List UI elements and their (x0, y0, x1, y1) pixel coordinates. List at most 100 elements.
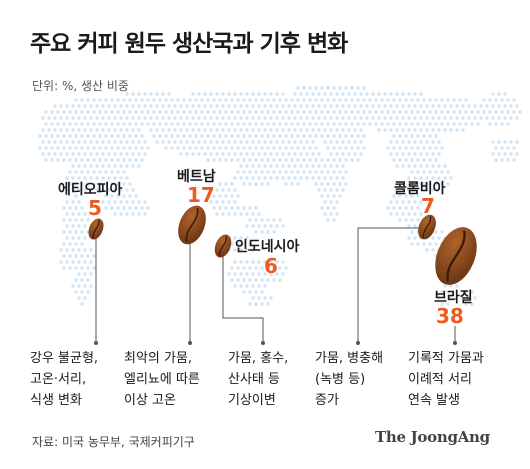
map-dot (158, 110, 162, 114)
map-dot (266, 278, 270, 282)
map-dot (410, 230, 414, 234)
map-dot (137, 116, 141, 120)
map-dot (398, 134, 402, 138)
map-dot (392, 134, 396, 138)
map-dot (248, 182, 252, 186)
map-dot (434, 230, 438, 234)
map-dot (407, 224, 411, 228)
map-dot (92, 170, 96, 174)
map-dot (89, 272, 93, 276)
map-dot (86, 110, 90, 114)
map-dot (395, 188, 399, 192)
map-dot (140, 110, 144, 114)
map-dot (146, 98, 150, 102)
map-dot (86, 146, 90, 150)
map-dot (137, 200, 141, 204)
map-dot (398, 206, 402, 210)
map-dot (269, 260, 273, 264)
map-dot (104, 182, 108, 186)
map-dot (269, 272, 273, 276)
map-dot (452, 110, 456, 114)
map-dot (215, 116, 219, 120)
map-dot (179, 152, 183, 156)
map-dot (65, 200, 69, 204)
map-dot (218, 158, 222, 162)
map-dot (167, 104, 171, 108)
map-dot (83, 236, 87, 240)
map-dot (374, 98, 378, 102)
map-dot (41, 152, 45, 156)
map-dot (443, 104, 447, 108)
map-dot (224, 206, 228, 210)
map-dot (329, 104, 333, 108)
map-dot (314, 134, 318, 138)
map-dot (326, 122, 330, 126)
map-dot (155, 140, 159, 144)
map-dot (119, 188, 123, 192)
map-dot (101, 152, 105, 156)
map-dot (437, 128, 441, 132)
map-dot (275, 164, 279, 168)
map-dot (434, 110, 438, 114)
map-dot (83, 152, 87, 156)
map-dot (236, 134, 240, 138)
map-dot (269, 140, 273, 144)
map-dot (251, 164, 255, 168)
map-dot (335, 164, 339, 168)
map-dot (188, 122, 192, 126)
map-dot (113, 116, 117, 120)
map-dot (245, 92, 249, 96)
map-dot (80, 254, 84, 258)
map-dot (224, 182, 228, 186)
map-dot (137, 104, 141, 108)
map-dot (332, 194, 336, 198)
map-dot (413, 128, 417, 132)
map-dot (182, 110, 186, 114)
map-dot (407, 92, 411, 96)
map-dot (125, 188, 129, 192)
map-dot (416, 182, 420, 186)
map-dot (470, 290, 474, 294)
map-dot (320, 194, 324, 198)
map-dot (497, 104, 501, 108)
map-dot (86, 170, 90, 174)
map-dot (74, 110, 78, 114)
map-dot (296, 158, 300, 162)
map-dot (122, 158, 126, 162)
map-dot (110, 158, 114, 162)
map-dot (128, 146, 132, 150)
map-dot (362, 110, 366, 114)
map-dot (62, 254, 66, 258)
map-dot (86, 134, 90, 138)
map-dot (131, 212, 135, 216)
map-dot (446, 122, 450, 126)
map-dot (416, 158, 420, 162)
map-dot (122, 182, 126, 186)
map-dot (344, 98, 348, 102)
map-dot (221, 212, 225, 216)
map-dot (80, 218, 84, 222)
map-dot (272, 146, 276, 150)
map-dot (182, 122, 186, 126)
map-dot (248, 206, 252, 210)
map-dot (446, 290, 450, 294)
map-dot (134, 158, 138, 162)
map-dot (230, 206, 234, 210)
map-dot (107, 128, 111, 132)
map-dot (314, 86, 318, 90)
map-dot (200, 98, 204, 102)
brand-logo: The JoongAng (375, 428, 490, 446)
map-dot (125, 164, 129, 168)
map-dot (380, 98, 384, 102)
map-dot (296, 170, 300, 174)
map-dot (131, 164, 135, 168)
map-dot (260, 290, 264, 294)
map-dot (68, 182, 72, 186)
map-dot (392, 98, 396, 102)
map-dot (314, 98, 318, 102)
map-dot (269, 128, 273, 132)
map-dot (326, 110, 330, 114)
map-dot (53, 128, 57, 132)
map-dot (251, 224, 255, 228)
map-dot (140, 98, 144, 102)
